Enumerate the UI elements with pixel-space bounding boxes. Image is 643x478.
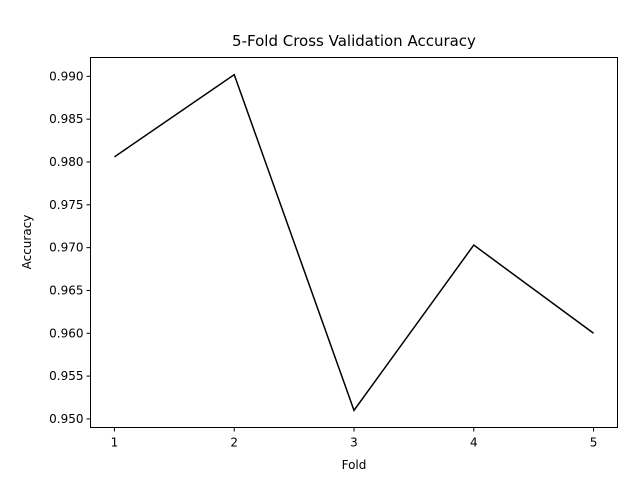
- x-axis-label: Fold: [342, 458, 367, 472]
- y-tick-label: 0.975: [49, 198, 83, 212]
- x-tick-label: 1: [111, 436, 119, 450]
- x-tick-label: 4: [470, 436, 478, 450]
- y-tick-label: 0.965: [49, 283, 83, 297]
- y-tick-label: 0.990: [49, 69, 83, 83]
- y-tick-label: 0.980: [49, 155, 83, 169]
- plot-area: [90, 57, 618, 428]
- y-tick-label: 0.955: [49, 369, 83, 383]
- x-axis: 1 2 3 4 5: [111, 427, 598, 450]
- x-tick-label: 3: [350, 436, 358, 450]
- y-tick-label: 0.950: [49, 412, 83, 426]
- accuracy-line: [114, 73, 594, 412]
- x-tick-label: 2: [230, 436, 238, 450]
- y-axis-label: Accuracy: [20, 215, 34, 270]
- x-tick-label: 5: [590, 436, 598, 450]
- chart-title: 5-Fold Cross Validation Accuracy: [232, 32, 476, 50]
- y-tick-label: 0.960: [49, 326, 83, 340]
- y-tick-label: 0.970: [49, 241, 83, 255]
- y-axis: 0.950 0.955 0.960 0.965 0.970 0.975 0.980 0.985…: [49, 69, 91, 426]
- y-tick-label: 0.985: [49, 112, 83, 126]
